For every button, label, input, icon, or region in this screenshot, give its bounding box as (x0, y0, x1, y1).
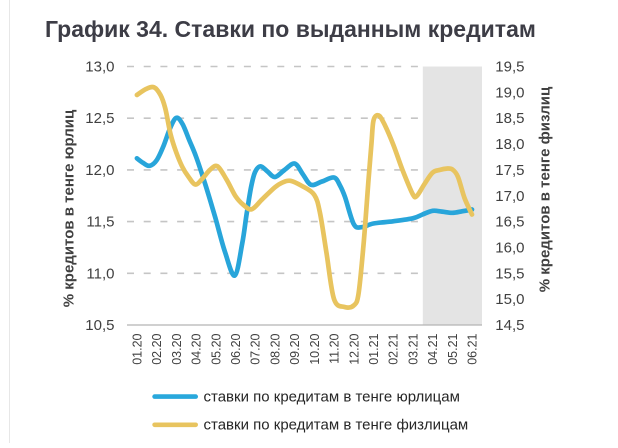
svg-text:02.21: 02.21 (387, 333, 401, 364)
svg-text:07.20: 07.20 (249, 333, 263, 364)
svg-text:16,5: 16,5 (495, 214, 524, 231)
svg-text:18,0: 18,0 (495, 136, 524, 153)
svg-text:02.20: 02.20 (150, 333, 164, 364)
svg-text:ставки по кредитам в тенге физ: ставки по кредитам в тенге физлицам (204, 417, 469, 434)
svg-text:04.21: 04.21 (426, 333, 440, 364)
svg-text:09.20: 09.20 (288, 333, 302, 364)
svg-text:06.20: 06.20 (229, 333, 243, 364)
svg-text:11.20: 11.20 (328, 333, 342, 363)
svg-text:06.21: 06.21 (466, 333, 480, 364)
svg-text:05.20: 05.20 (209, 333, 223, 364)
svg-text:01.21: 01.21 (367, 333, 381, 364)
svg-text:График 34. Ставки по выданным: График 34. Ставки по выданным кредитам (45, 16, 536, 42)
svg-text:10.20: 10.20 (308, 333, 322, 364)
svg-text:03.21: 03.21 (407, 333, 421, 364)
svg-text:12,0: 12,0 (85, 162, 114, 179)
svg-text:03.20: 03.20 (170, 333, 184, 364)
svg-text:17,0: 17,0 (495, 188, 524, 205)
svg-text:11,0: 11,0 (86, 265, 114, 282)
svg-text:% кредитов в тенге физлиц: % кредитов в тенге физлиц (537, 86, 554, 292)
svg-text:15,0: 15,0 (495, 291, 524, 308)
svg-text:12.20: 12.20 (347, 333, 361, 364)
svg-text:08.20: 08.20 (268, 333, 282, 364)
svg-text:10,5: 10,5 (85, 317, 114, 334)
svg-text:19,0: 19,0 (495, 84, 524, 101)
svg-text:14,5: 14,5 (495, 317, 524, 334)
svg-text:19,5: 19,5 (495, 59, 524, 76)
svg-text:05.21: 05.21 (446, 333, 460, 364)
svg-text:11,5: 11,5 (86, 214, 114, 231)
svg-text:16,0: 16,0 (495, 239, 524, 256)
svg-text:18,5: 18,5 (495, 110, 524, 127)
svg-text:ставки по кредитам в тенге юрл: ставки по кредитам в тенге юрлицам (204, 389, 460, 406)
svg-text:13,0: 13,0 (85, 59, 114, 76)
svg-text:% кредитов в тенге юрлиц: % кредитов в тенге юрлиц (60, 109, 77, 307)
svg-text:12,5: 12,5 (85, 110, 114, 127)
svg-text:17,5: 17,5 (495, 162, 524, 179)
svg-text:04.20: 04.20 (190, 333, 204, 364)
svg-text:15,5: 15,5 (495, 265, 524, 282)
svg-text:01.20: 01.20 (130, 333, 144, 364)
